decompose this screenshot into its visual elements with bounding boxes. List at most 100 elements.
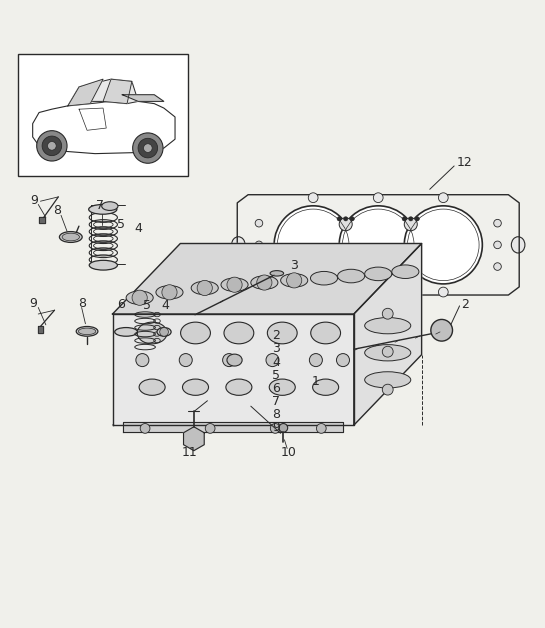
- Circle shape: [431, 320, 452, 341]
- Ellipse shape: [251, 276, 278, 290]
- Circle shape: [339, 259, 352, 272]
- Ellipse shape: [511, 237, 525, 253]
- Circle shape: [404, 259, 417, 272]
- Circle shape: [415, 269, 420, 273]
- Circle shape: [415, 217, 420, 221]
- Ellipse shape: [227, 354, 242, 366]
- Ellipse shape: [337, 269, 365, 283]
- Circle shape: [255, 263, 263, 270]
- Circle shape: [270, 423, 280, 433]
- Text: 3: 3: [290, 259, 298, 272]
- Polygon shape: [123, 423, 343, 431]
- Polygon shape: [122, 95, 164, 101]
- Text: 9: 9: [272, 421, 280, 435]
- Ellipse shape: [59, 232, 82, 242]
- Text: 7: 7: [96, 199, 104, 212]
- Polygon shape: [68, 79, 138, 106]
- Ellipse shape: [157, 328, 171, 336]
- Polygon shape: [184, 427, 204, 451]
- Circle shape: [343, 269, 348, 273]
- Ellipse shape: [365, 267, 392, 281]
- Circle shape: [160, 328, 168, 336]
- Circle shape: [42, 136, 62, 156]
- Ellipse shape: [62, 233, 80, 241]
- Circle shape: [337, 269, 341, 273]
- Ellipse shape: [114, 328, 137, 336]
- Ellipse shape: [221, 278, 248, 291]
- Circle shape: [494, 219, 501, 227]
- Ellipse shape: [270, 271, 283, 276]
- Circle shape: [143, 144, 152, 153]
- Ellipse shape: [365, 372, 411, 388]
- Ellipse shape: [313, 379, 338, 396]
- Circle shape: [37, 131, 67, 161]
- Circle shape: [494, 241, 501, 249]
- Circle shape: [336, 354, 349, 367]
- Text: 4: 4: [162, 300, 169, 312]
- Polygon shape: [33, 101, 175, 154]
- Circle shape: [266, 354, 279, 367]
- Circle shape: [494, 263, 501, 270]
- Ellipse shape: [226, 379, 252, 396]
- Circle shape: [274, 206, 352, 284]
- Circle shape: [255, 241, 263, 249]
- Ellipse shape: [224, 322, 254, 344]
- Text: 12: 12: [457, 156, 473, 169]
- Circle shape: [317, 423, 326, 433]
- Text: 11: 11: [181, 446, 197, 459]
- Circle shape: [140, 423, 150, 433]
- Text: 10: 10: [281, 446, 296, 459]
- Circle shape: [255, 219, 263, 227]
- Circle shape: [47, 141, 56, 150]
- Circle shape: [205, 423, 215, 433]
- Ellipse shape: [365, 345, 411, 361]
- Circle shape: [308, 193, 318, 203]
- Text: 6: 6: [272, 382, 280, 395]
- Text: 4: 4: [134, 222, 142, 235]
- Polygon shape: [39, 217, 45, 223]
- Text: 8: 8: [53, 205, 60, 217]
- Circle shape: [350, 269, 354, 273]
- Polygon shape: [68, 79, 103, 106]
- Text: 9: 9: [29, 296, 37, 310]
- Ellipse shape: [139, 379, 165, 396]
- Circle shape: [227, 277, 242, 292]
- Text: 7: 7: [272, 395, 280, 408]
- Polygon shape: [237, 195, 519, 295]
- Bar: [17, 54, 189, 176]
- Text: 5: 5: [117, 218, 125, 231]
- Text: 5: 5: [272, 369, 280, 382]
- Polygon shape: [38, 327, 43, 333]
- Circle shape: [373, 287, 383, 297]
- Circle shape: [132, 290, 147, 305]
- Circle shape: [279, 423, 288, 432]
- Circle shape: [138, 138, 158, 158]
- Text: 9: 9: [30, 193, 38, 207]
- Text: 2: 2: [461, 298, 469, 311]
- Circle shape: [409, 217, 413, 221]
- Circle shape: [132, 133, 163, 163]
- Ellipse shape: [180, 322, 210, 344]
- Circle shape: [404, 206, 482, 284]
- Circle shape: [402, 217, 407, 221]
- Ellipse shape: [89, 261, 117, 270]
- Ellipse shape: [311, 271, 337, 285]
- Ellipse shape: [183, 379, 209, 396]
- Text: 5: 5: [143, 300, 151, 312]
- Circle shape: [373, 193, 383, 203]
- Circle shape: [404, 218, 417, 230]
- Ellipse shape: [89, 205, 117, 214]
- Circle shape: [402, 269, 407, 273]
- Circle shape: [222, 354, 235, 367]
- Circle shape: [382, 384, 393, 395]
- Circle shape: [382, 346, 393, 357]
- Ellipse shape: [268, 322, 297, 344]
- Circle shape: [308, 287, 318, 297]
- Text: 2: 2: [272, 329, 280, 342]
- Ellipse shape: [269, 379, 295, 396]
- Circle shape: [257, 275, 272, 290]
- Circle shape: [438, 193, 448, 203]
- Ellipse shape: [232, 237, 245, 253]
- Circle shape: [287, 273, 302, 288]
- Ellipse shape: [78, 328, 96, 335]
